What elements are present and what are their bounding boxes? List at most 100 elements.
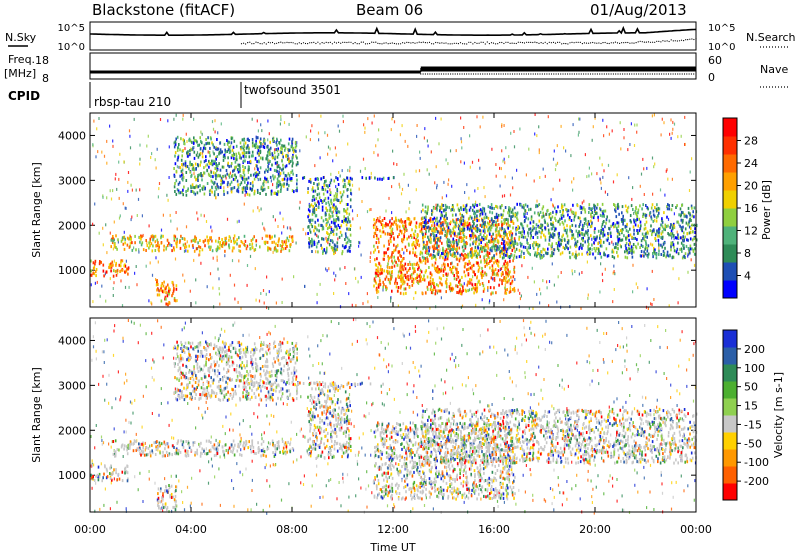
nave-point: [658, 73, 660, 75]
echo-cell: [175, 192, 178, 196]
echo-cell: [456, 251, 459, 255]
nave-point: [633, 73, 635, 75]
echo-cell: [438, 224, 440, 228]
echo-cell: [404, 222, 407, 226]
echo-cell: [655, 231, 658, 235]
echo-cell: [480, 260, 482, 264]
echo-cell: [197, 163, 199, 167]
echo-cell: [515, 232, 517, 236]
echo-cell: [287, 154, 289, 158]
echo-cell: [471, 287, 473, 291]
echo-cell: [492, 277, 494, 281]
echo-cell: [470, 248, 472, 251]
echo-cell: [255, 139, 257, 143]
search-noise-point: [569, 42, 571, 44]
echo-cell: [139, 236, 141, 240]
nave-point: [470, 73, 472, 75]
echo-cell: [481, 247, 483, 251]
echo-cell: [123, 160, 125, 164]
echo-cell: [315, 250, 317, 254]
echo-cell: [376, 257, 378, 261]
echo-cell: [433, 281, 435, 285]
echo-cell: [205, 220, 208, 223]
echo-cell: [279, 190, 282, 193]
echo-cell: [291, 140, 293, 144]
echo-cell: [283, 121, 286, 125]
echo-cell: [479, 214, 481, 218]
echo-cell: [495, 261, 498, 265]
search-noise-point: [278, 42, 280, 44]
echo-cell: [492, 237, 494, 241]
echo-cell: [227, 140, 229, 144]
echo-cell: [277, 190, 280, 194]
echo-cell: [344, 178, 346, 182]
echo-cell: [433, 221, 436, 225]
echo-cell: [439, 205, 441, 209]
echo-cell: [241, 151, 244, 155]
echo-cell: [112, 269, 115, 273]
echo-cell: [215, 157, 217, 161]
echo-cell: [646, 230, 649, 234]
nave-point: [477, 73, 479, 75]
sky-noise-trace: [90, 25, 697, 36]
echo-cell: [214, 185, 217, 189]
echo-cell: [309, 240, 312, 244]
echo-cell: [542, 205, 545, 209]
echo-cell: [260, 123, 262, 127]
echo-cell: [227, 185, 229, 188]
echo-cell: [165, 247, 167, 251]
echo-cell: [244, 186, 247, 190]
echo-cell: [415, 221, 418, 225]
echo-cell: [400, 254, 402, 258]
echo-cell: [324, 188, 327, 192]
echo-cell: [272, 177, 275, 181]
y-tick-label: 2000: [58, 219, 86, 232]
echo-cell: [590, 212, 592, 216]
echo-cell: [236, 238, 238, 242]
echo-cell: [373, 235, 375, 239]
echo-cell: [374, 271, 377, 275]
echo-cell: [387, 239, 390, 243]
echo-cell: [124, 206, 126, 210]
search-noise-point: [596, 42, 598, 44]
echo-cell: [182, 138, 185, 142]
echo-cell: [413, 217, 416, 221]
echo-cell: [516, 218, 519, 222]
echo-cell: [460, 206, 462, 210]
echo-cell: [615, 215, 618, 219]
echo-cell: [259, 166, 262, 170]
echo-cell: [520, 253, 522, 257]
echo-cell: [341, 169, 343, 173]
echo-cell: [339, 267, 341, 271]
echo-cell: [486, 221, 489, 225]
echo-cell: [349, 249, 351, 253]
echo-cell: [275, 249, 278, 253]
echo-cell: [437, 248, 439, 252]
echo-cell: [395, 277, 397, 281]
echo-cell: [131, 188, 133, 192]
echo-cell: [655, 219, 658, 223]
echo-cell: [579, 223, 581, 227]
search-noise-point: [614, 41, 617, 43]
echo-cell: [197, 174, 199, 177]
echo-cell: [499, 234, 501, 238]
echo-cell: [353, 267, 356, 271]
echo-cell: [548, 280, 551, 283]
echo-cell: [533, 226, 535, 230]
echo-cell: [113, 238, 115, 242]
search-noise-point: [472, 43, 474, 45]
echo-cell: [504, 243, 507, 247]
echo-cell: [647, 255, 649, 259]
search-noise-point: [431, 43, 433, 45]
echo-cell: [418, 279, 420, 283]
echo-cell: [400, 284, 402, 288]
echo-cell: [614, 209, 617, 213]
echo-cell: [484, 243, 487, 247]
nave-point: [505, 73, 507, 75]
echo-cell: [281, 183, 283, 187]
echo-cell: [227, 156, 229, 160]
search-noise-point: [592, 41, 594, 44]
echo-cell: [680, 241, 683, 245]
echo-cell: [482, 222, 485, 226]
